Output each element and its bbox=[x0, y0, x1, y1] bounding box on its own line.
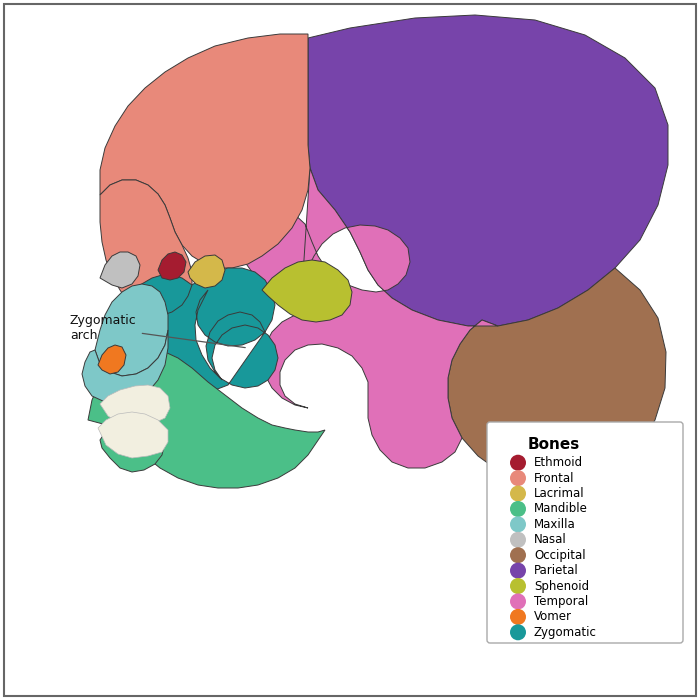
Circle shape bbox=[510, 501, 526, 517]
Polygon shape bbox=[100, 252, 140, 288]
Text: Bones: Bones bbox=[528, 437, 580, 452]
Text: Zygomatic
arch: Zygomatic arch bbox=[70, 314, 245, 348]
Polygon shape bbox=[100, 180, 192, 316]
Circle shape bbox=[510, 624, 526, 640]
Text: Nasal: Nasal bbox=[534, 533, 567, 546]
Polygon shape bbox=[100, 34, 310, 268]
Circle shape bbox=[510, 486, 526, 501]
Circle shape bbox=[510, 532, 526, 548]
Text: Ethmoid: Ethmoid bbox=[534, 456, 583, 469]
Polygon shape bbox=[158, 252, 186, 280]
Circle shape bbox=[510, 563, 526, 579]
Polygon shape bbox=[262, 260, 352, 322]
FancyBboxPatch shape bbox=[487, 422, 683, 643]
Polygon shape bbox=[98, 345, 126, 374]
Polygon shape bbox=[118, 275, 195, 345]
Text: Temporal: Temporal bbox=[534, 595, 588, 608]
Polygon shape bbox=[232, 168, 498, 468]
Polygon shape bbox=[100, 415, 165, 472]
Polygon shape bbox=[128, 268, 278, 404]
Polygon shape bbox=[95, 284, 168, 376]
Circle shape bbox=[510, 470, 526, 486]
Polygon shape bbox=[98, 412, 168, 458]
Text: Maxilla: Maxilla bbox=[534, 518, 575, 531]
Polygon shape bbox=[88, 350, 325, 488]
Text: Mandible: Mandible bbox=[534, 503, 588, 515]
Circle shape bbox=[510, 547, 526, 564]
Polygon shape bbox=[100, 385, 170, 426]
Circle shape bbox=[510, 578, 526, 594]
Polygon shape bbox=[448, 268, 666, 485]
Polygon shape bbox=[82, 330, 168, 404]
Text: Parietal: Parietal bbox=[534, 564, 579, 577]
Text: Occipital: Occipital bbox=[534, 549, 586, 561]
Polygon shape bbox=[308, 15, 668, 326]
Text: Lacrimal: Lacrimal bbox=[534, 487, 584, 500]
Text: Vomer: Vomer bbox=[534, 610, 572, 624]
Text: Sphenoid: Sphenoid bbox=[534, 580, 589, 592]
Text: Frontal: Frontal bbox=[534, 472, 575, 484]
Text: Zygomatic: Zygomatic bbox=[534, 626, 597, 639]
Circle shape bbox=[510, 594, 526, 610]
Circle shape bbox=[510, 609, 526, 625]
Polygon shape bbox=[188, 255, 225, 288]
Circle shape bbox=[510, 517, 526, 533]
Circle shape bbox=[510, 455, 526, 470]
